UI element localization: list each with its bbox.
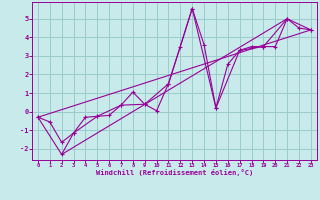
X-axis label: Windchill (Refroidissement éolien,°C): Windchill (Refroidissement éolien,°C) xyxy=(96,169,253,176)
